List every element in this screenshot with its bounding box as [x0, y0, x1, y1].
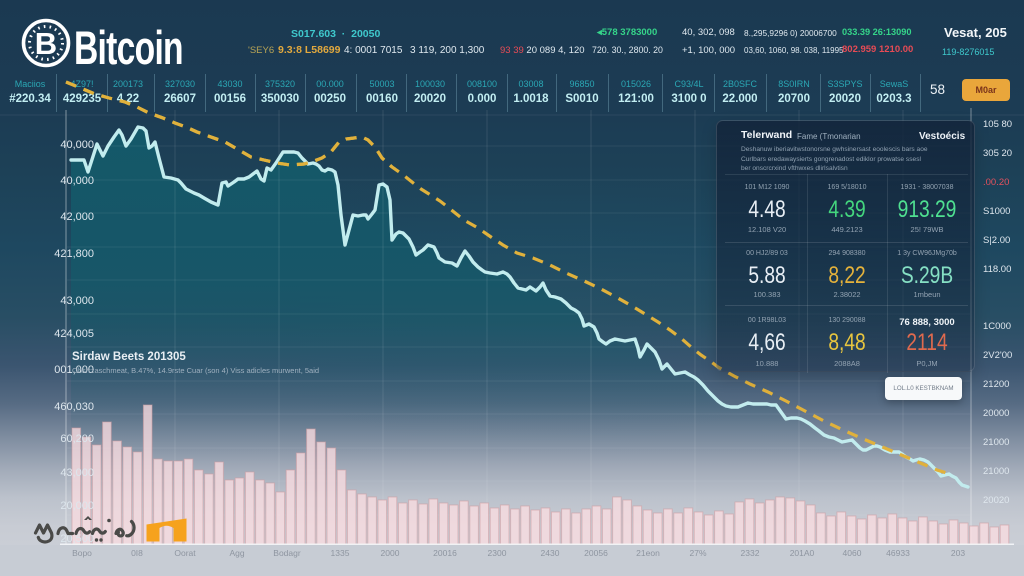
svg-text:B: B: [35, 26, 57, 61]
